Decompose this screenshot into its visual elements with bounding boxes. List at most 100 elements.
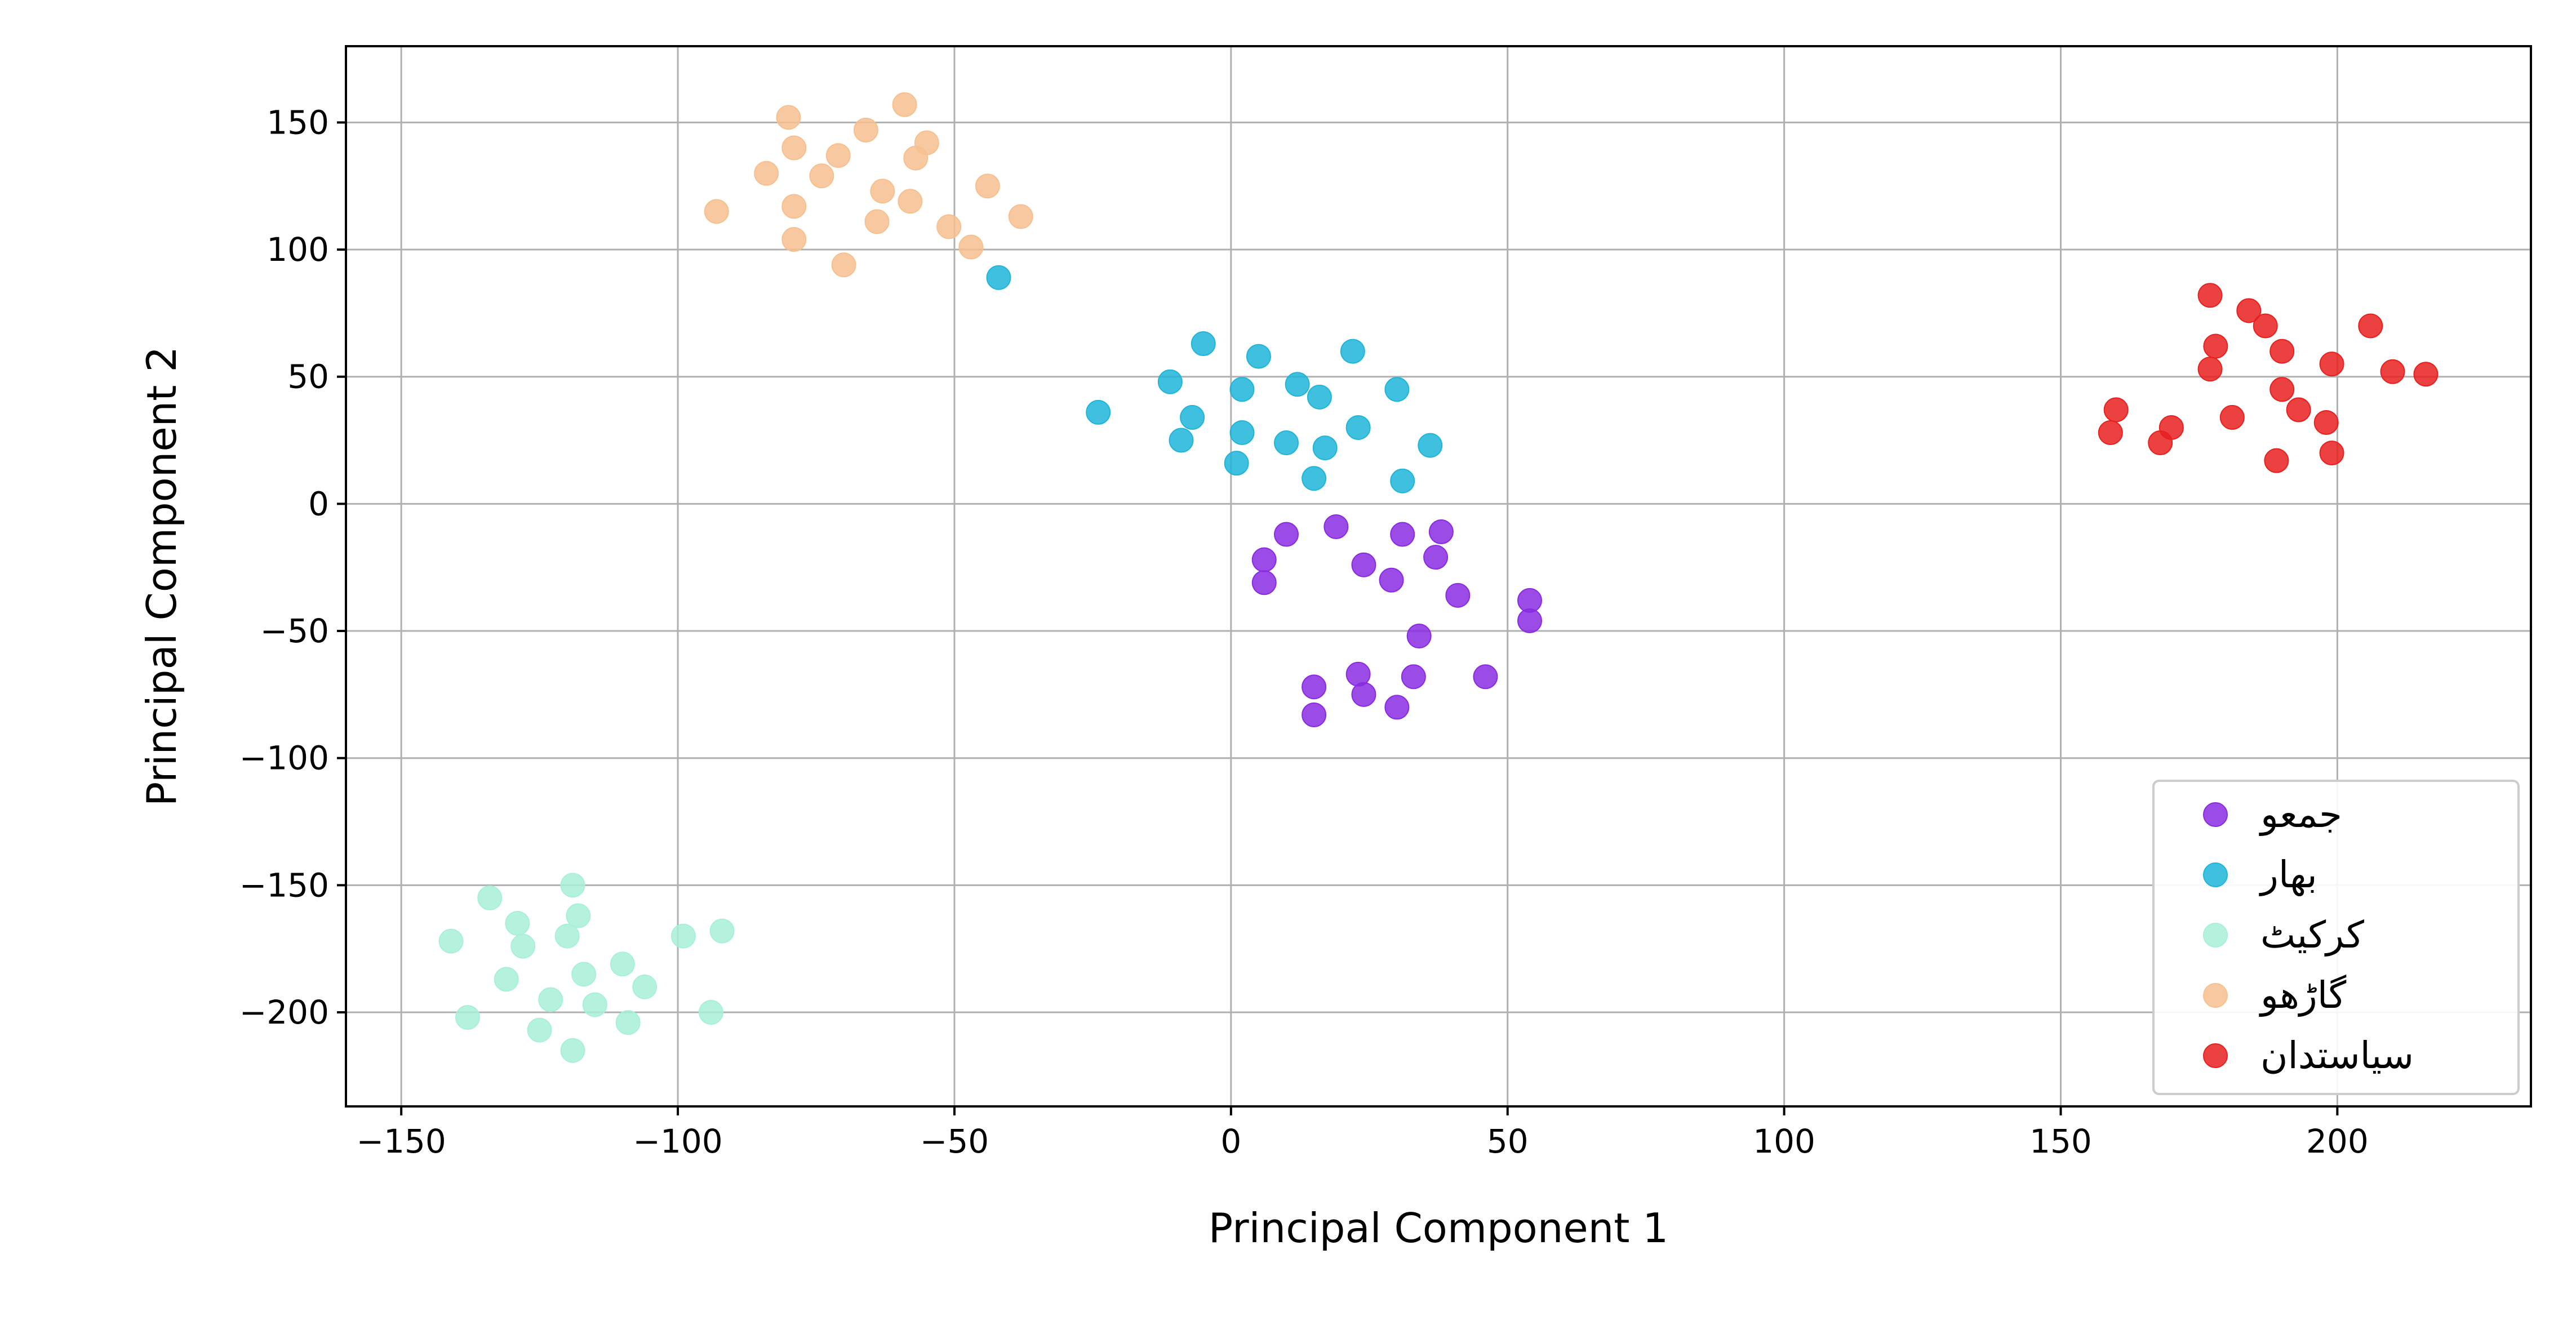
data-point — [781, 135, 807, 161]
x-tick-label: −50 — [920, 1122, 989, 1160]
data-point — [1229, 377, 1255, 402]
data-point — [754, 161, 779, 186]
data-point — [1390, 468, 1415, 493]
data-point — [2098, 420, 2123, 446]
data-point — [670, 923, 696, 949]
data-point — [2358, 313, 2383, 339]
x-axis-label: Principal Component 1 — [1209, 1204, 1668, 1252]
data-point — [1191, 331, 1216, 357]
data-point — [958, 234, 984, 260]
data-point — [632, 974, 658, 999]
data-point — [494, 967, 519, 992]
data-point — [2148, 430, 2173, 456]
legend-marker — [2203, 802, 2228, 827]
data-point — [527, 1017, 552, 1043]
data-point — [560, 873, 585, 898]
data-point — [510, 933, 536, 959]
data-point — [1340, 339, 1365, 364]
data-point — [2319, 352, 2344, 377]
data-point — [1312, 435, 1338, 461]
y-tick-label: −50 — [260, 612, 329, 650]
y-tick-label: −100 — [239, 739, 329, 777]
data-point — [1345, 415, 1371, 440]
data-point — [825, 143, 851, 168]
series-group — [986, 265, 1443, 493]
plot-area-frame — [345, 45, 2532, 1108]
x-tick-label: 0 — [1220, 1122, 1241, 1160]
x-tick-label: −150 — [357, 1122, 446, 1160]
data-point — [615, 1010, 641, 1035]
data-point — [1274, 522, 1299, 547]
data-point — [1251, 547, 1277, 572]
data-point — [1351, 682, 1376, 707]
data-point — [2253, 313, 2278, 339]
data-point — [455, 1005, 480, 1030]
legend-frame — [2152, 780, 2520, 1095]
data-point — [2197, 357, 2223, 382]
data-point — [2413, 362, 2439, 387]
data-point — [1445, 582, 1471, 608]
x-tick-label: 100 — [1753, 1122, 1815, 1160]
legend-label: سیاستدان — [2260, 1034, 2414, 1077]
data-point — [1169, 428, 1194, 453]
axis-ticks: −150 −100 −50 0 50 100 150 200 150 100 50 0 −50 −100 −… — [239, 103, 2369, 1160]
legend-marker — [2203, 862, 2228, 887]
data-point — [870, 179, 895, 204]
data-point — [1285, 372, 1310, 397]
y-tick-label: 150 — [267, 103, 329, 141]
data-point — [2103, 397, 2129, 423]
data-point — [831, 252, 856, 278]
data-point — [975, 174, 1000, 199]
data-point — [781, 194, 807, 219]
legend-marker — [2203, 983, 2228, 1008]
data-point — [1157, 369, 1183, 394]
y-tick-label: 50 — [287, 358, 329, 396]
data-point — [2269, 339, 2295, 364]
data-point — [2236, 298, 2262, 323]
legend-marker — [2203, 923, 2228, 948]
data-point — [2286, 397, 2311, 423]
data-point — [1086, 399, 1111, 425]
data-point — [892, 92, 917, 117]
x-tick-label: 50 — [1487, 1122, 1529, 1160]
data-point — [438, 928, 464, 954]
data-point — [1517, 608, 1542, 633]
data-point — [936, 214, 962, 239]
data-point — [1418, 433, 1443, 458]
data-point — [582, 992, 607, 1017]
data-point — [809, 163, 834, 189]
data-point — [610, 951, 635, 977]
data-point — [1323, 514, 1349, 539]
data-point — [709, 918, 735, 944]
x-tick-label: 150 — [2029, 1122, 2092, 1160]
data-point — [1251, 570, 1277, 595]
legend-label: کرکیٹ — [2260, 913, 2365, 957]
data-point — [1302, 702, 1327, 727]
data-point — [781, 227, 807, 252]
data-point — [477, 885, 503, 910]
data-point — [1384, 377, 1410, 402]
data-point — [864, 209, 890, 234]
data-point — [1180, 404, 1205, 430]
data-point — [1229, 420, 1255, 446]
data-point — [1384, 695, 1410, 720]
legend-label: جمعو — [2259, 793, 2342, 836]
series-group — [2098, 283, 2439, 473]
series-group — [438, 873, 735, 1063]
data-point — [2197, 283, 2223, 308]
data-point — [1302, 466, 1327, 491]
data-point — [1351, 552, 1376, 577]
data-points — [438, 92, 2439, 1063]
data-point — [2264, 448, 2289, 473]
data-point — [538, 987, 563, 1012]
data-point — [1401, 664, 1426, 690]
legend-marker — [2203, 1043, 2228, 1068]
legend: جمعو بهار کرکیٹ گاڑھو سیاستدان — [2152, 780, 2520, 1095]
data-point — [1406, 624, 1432, 649]
y-tick-label: −200 — [239, 993, 329, 1031]
data-point — [560, 1038, 585, 1063]
series-group — [704, 92, 1033, 278]
data-point — [554, 923, 580, 949]
